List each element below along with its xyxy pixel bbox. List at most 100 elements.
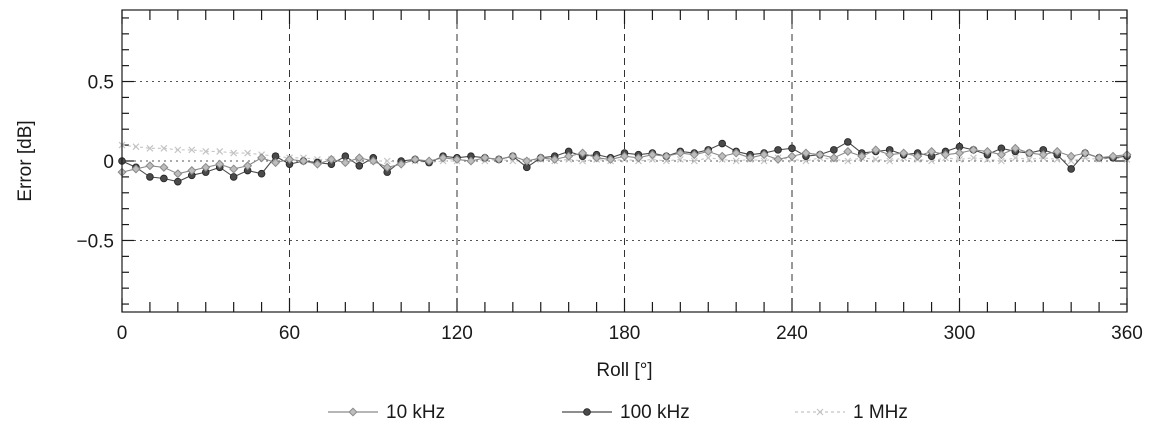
data-point [633, 153, 643, 163]
data-point [885, 150, 895, 160]
data-point [760, 157, 768, 165]
data-point [244, 149, 252, 157]
data-point [271, 158, 281, 168]
data-point [578, 148, 588, 158]
data-point [396, 159, 406, 169]
data-point [997, 157, 1005, 165]
data-point [703, 146, 713, 156]
data-point [298, 156, 308, 166]
data-point [690, 157, 698, 165]
data-point [146, 144, 154, 152]
data-point [954, 148, 965, 158]
data-point [689, 150, 699, 160]
legend-label: 1 MHz [853, 402, 908, 423]
y-tick-labels: 0.5 0 −0.5 [76, 73, 114, 253]
data-point [857, 151, 867, 161]
data-point [970, 154, 977, 162]
legend-item: 1 MHz [795, 402, 908, 423]
plot-frame [121, 9, 1128, 313]
data-point [927, 146, 937, 156]
data-point [704, 154, 712, 162]
data-point [160, 174, 168, 183]
data-point [452, 154, 462, 164]
data-point [466, 156, 476, 166]
data-point [968, 145, 978, 155]
data-point [145, 161, 155, 171]
x-axis-label: Roll [°] [596, 360, 652, 381]
data-point [1024, 148, 1034, 158]
data-point [564, 151, 574, 161]
x-tick-labels: 0 60 120 180 240 300 360 [117, 323, 1143, 344]
data-point [326, 154, 336, 164]
data-point [1010, 143, 1020, 153]
y-axis-label: Error [dB] [15, 120, 36, 201]
data-point [619, 151, 630, 161]
data-point [188, 146, 196, 154]
data-point [829, 153, 839, 163]
legend-marker [348, 407, 358, 417]
data-point [201, 162, 211, 172]
y-tick-label: 0 [103, 152, 114, 173]
data-point [494, 154, 504, 164]
data-point [801, 148, 811, 158]
data-point [815, 150, 825, 160]
data-point [1108, 151, 1118, 161]
data-point [872, 155, 880, 163]
data-point [257, 153, 267, 163]
data-point [522, 156, 532, 166]
data-point [215, 159, 225, 169]
data-point [830, 146, 838, 154]
data-point [1080, 148, 1090, 158]
data-point [216, 148, 224, 155]
data-point [843, 146, 853, 156]
data-point [675, 148, 685, 158]
data-point [131, 164, 141, 174]
data-point [550, 154, 560, 164]
data-point [146, 173, 154, 181]
data-point [996, 150, 1006, 160]
data-point [383, 157, 391, 165]
data-point [229, 164, 239, 174]
legend-label: 10 kHz [386, 402, 445, 423]
data-point [243, 161, 253, 171]
data-point [424, 156, 434, 166]
legend-label: 100 kHz [620, 402, 690, 423]
data-point [229, 173, 238, 181]
legend-marker [816, 408, 824, 416]
data-point [1066, 151, 1076, 161]
data-point [132, 143, 140, 151]
data-point [982, 146, 992, 156]
data-point [410, 154, 420, 164]
data-point [160, 144, 168, 152]
x-tick-label: 60 [279, 323, 300, 344]
data-point [731, 148, 741, 158]
data-point [159, 162, 169, 172]
data-point [230, 149, 238, 157]
data-series [117, 138, 1132, 186]
data-point [606, 154, 616, 164]
data-point [592, 153, 602, 163]
data-point [480, 153, 490, 163]
data-point [1067, 165, 1075, 173]
data-point [174, 177, 182, 186]
data-point [913, 151, 923, 161]
x-tick-label: 360 [1111, 323, 1143, 344]
x-tick-label: 300 [944, 323, 976, 344]
y-tick-label: 0.5 [88, 73, 114, 94]
data-point [676, 155, 684, 163]
data-point [202, 148, 210, 155]
data-point [899, 148, 909, 158]
data-point [956, 155, 963, 163]
data-point [717, 151, 727, 161]
data-point [886, 157, 894, 165]
data-point [173, 169, 183, 179]
data-point [187, 166, 197, 176]
data-point [382, 162, 392, 172]
data-point [871, 145, 881, 155]
data-point [718, 139, 727, 148]
y-tick-label: −0.5 [76, 231, 114, 252]
data-point [773, 154, 783, 164]
data-point [1038, 150, 1048, 160]
x-tick-label: 0 [117, 323, 128, 344]
data-point [745, 153, 755, 163]
